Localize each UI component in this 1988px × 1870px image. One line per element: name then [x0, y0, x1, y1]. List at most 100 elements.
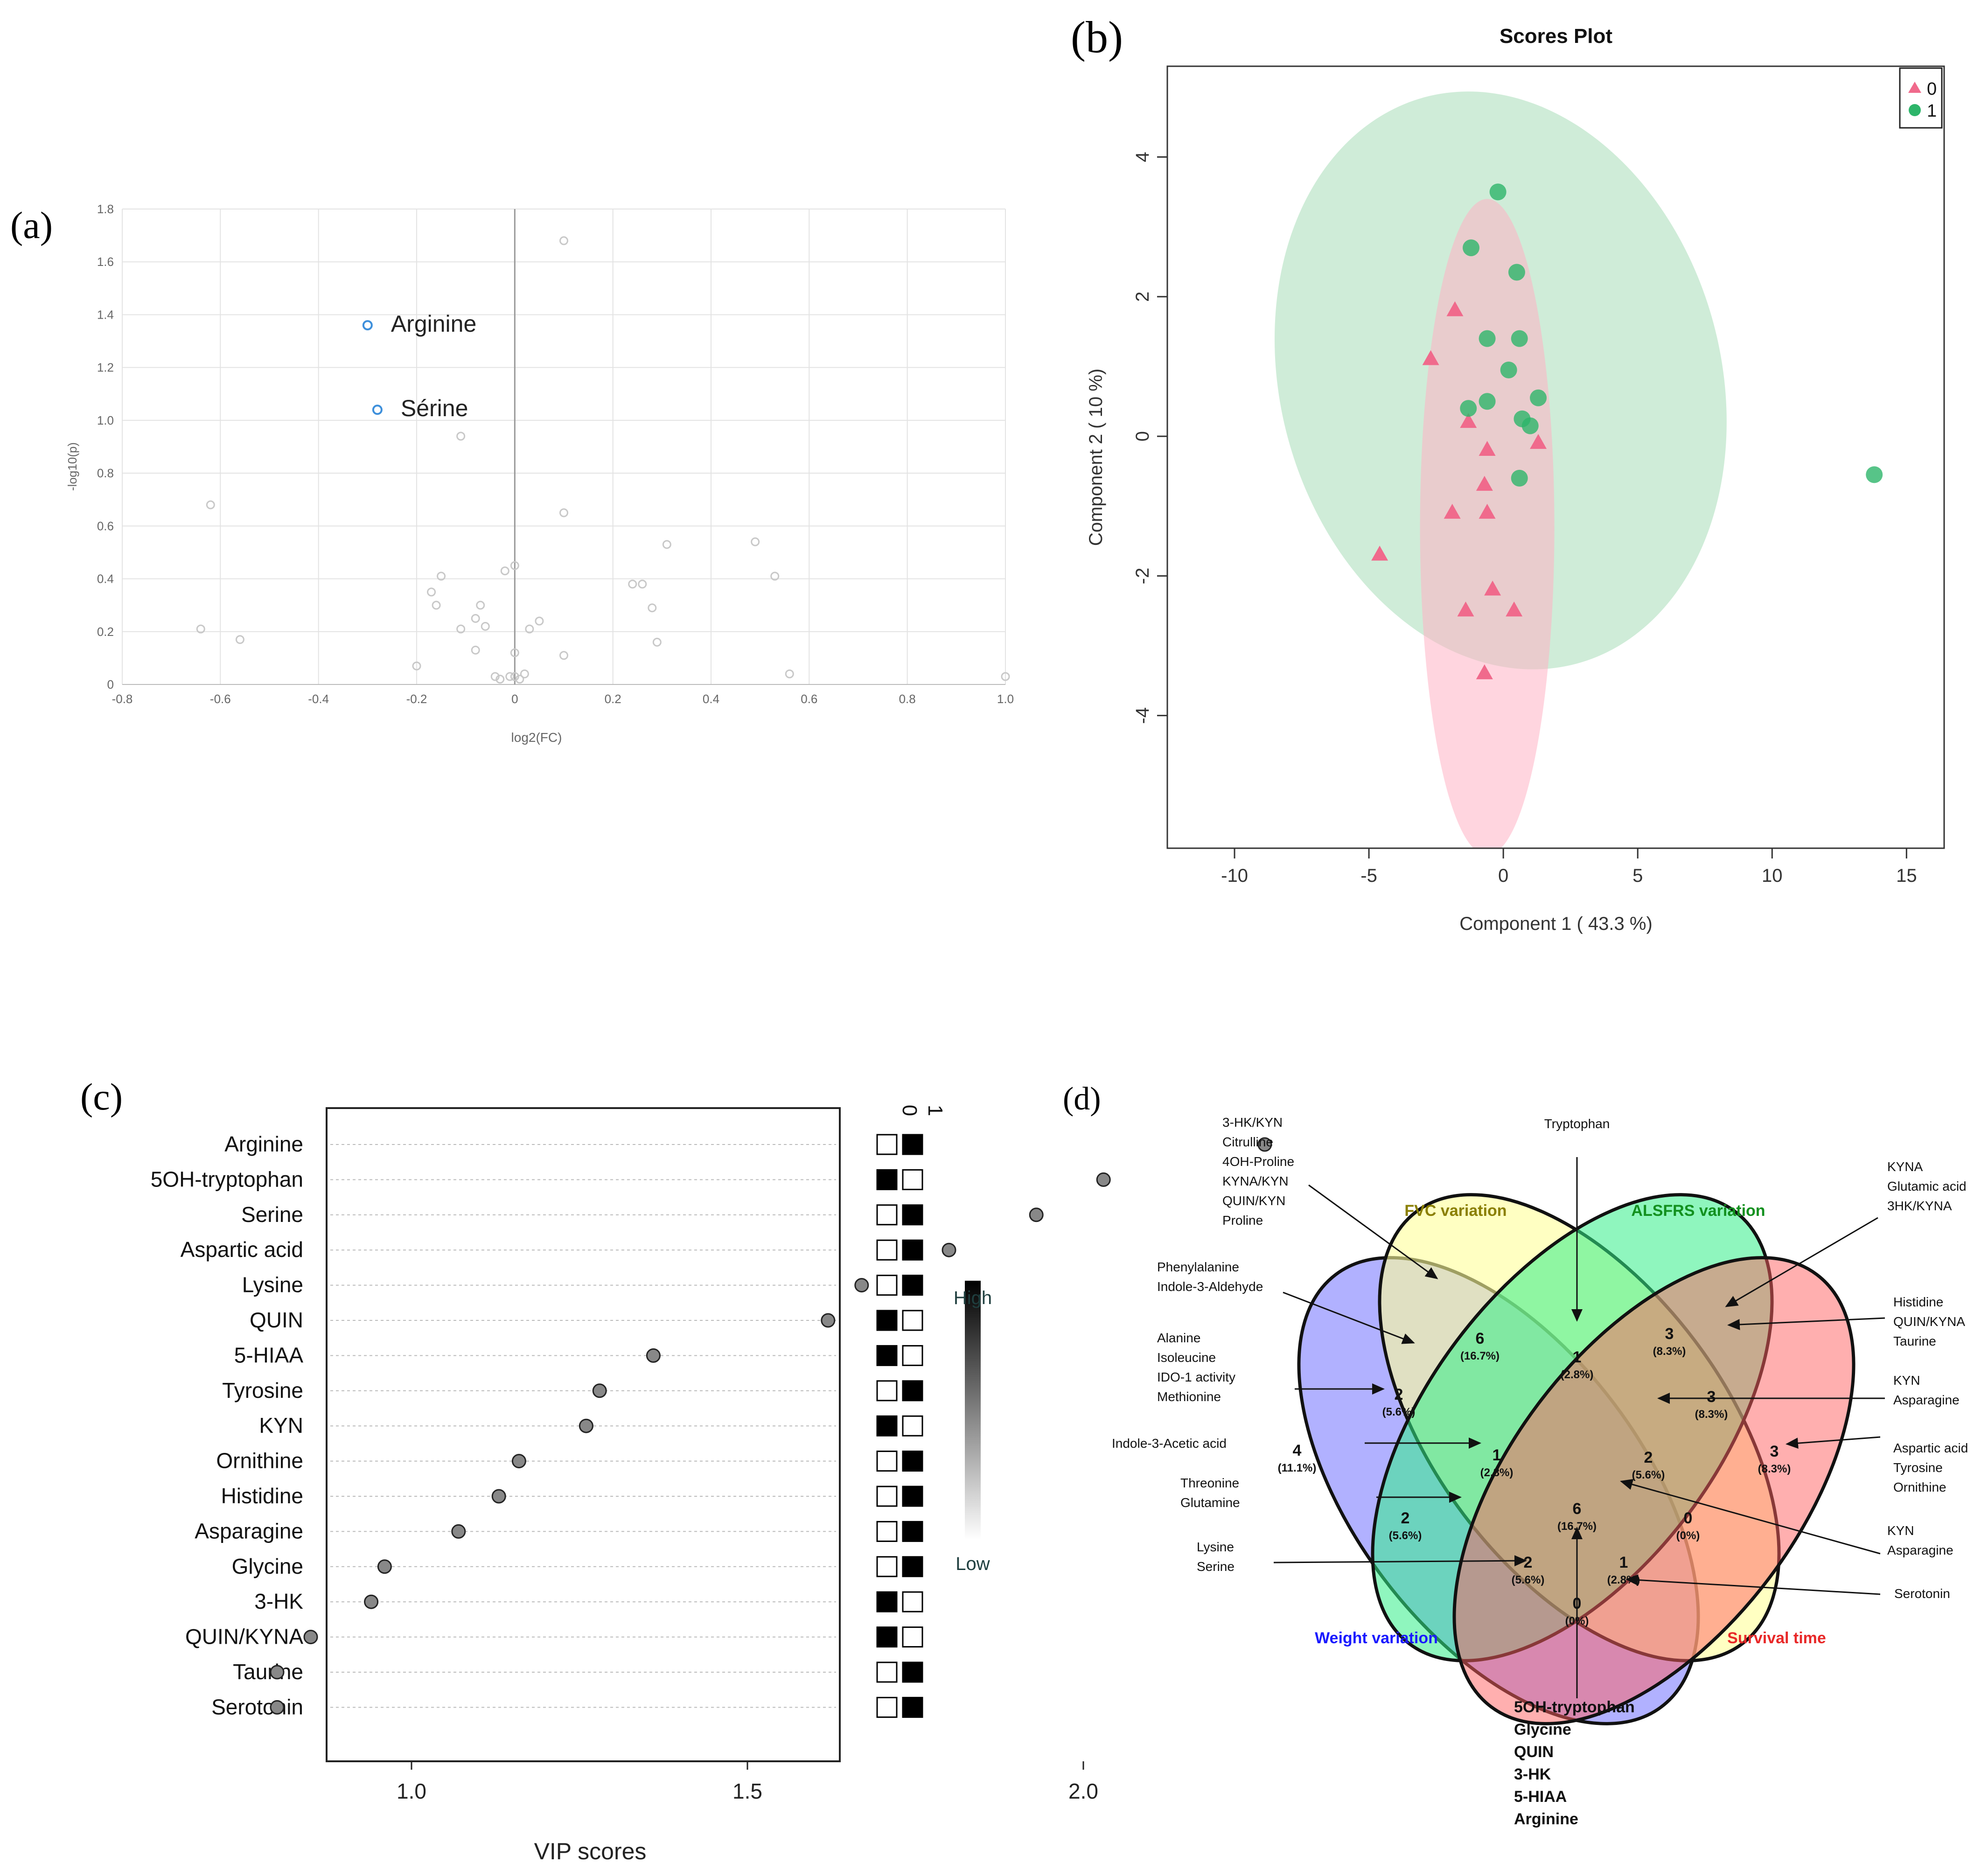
vip-score-point [377, 1559, 392, 1574]
vip-x-tick-label: 2.0 [1068, 1779, 1098, 1803]
vip-score-point [942, 1242, 956, 1257]
heatmap-cell-group-0 [876, 1451, 898, 1472]
scores-point-group-1 [1508, 264, 1525, 281]
scores-ellipses [1274, 91, 1727, 848]
vip-feature-label: Glycine [232, 1554, 303, 1578]
vip-score-point [270, 1665, 285, 1680]
venn-annotation-text: Glutamine [1180, 1495, 1240, 1510]
volcano-point [432, 600, 441, 610]
heatmap-cell-group-1 [902, 1345, 923, 1366]
venn-annotation-text: Arginine [1514, 1810, 1578, 1828]
vip-score-point [1257, 1137, 1272, 1152]
volcano-point [510, 648, 519, 657]
venn-region-count: 1 [1573, 1348, 1582, 1366]
heatmap-cell-group-0 [876, 1556, 898, 1577]
volcano-point [476, 600, 485, 610]
venn-annotation-text: KYNA/KYN [1222, 1174, 1289, 1188]
volcano-highlight-label: Sérine [401, 395, 468, 421]
venn-ellipses [1297, 1193, 1855, 1725]
vip-feature-label: Ornithine [216, 1449, 303, 1473]
volcano-point [785, 669, 794, 678]
venn-region-count: 6 [1573, 1500, 1582, 1518]
heatmap-cell-group-1 [902, 1204, 923, 1226]
venn-annotation-text: Serotonin [1894, 1586, 1950, 1601]
scores-point-group-0 [1457, 601, 1474, 617]
volcano-x-tick-label: -0.6 [210, 692, 231, 706]
heatmap-cell-group-1 [902, 1696, 923, 1718]
venn-region-count: 1 [1493, 1446, 1501, 1464]
volcano-point [648, 603, 657, 613]
heatmap-cell-group-1 [902, 1239, 923, 1261]
volcano-point [505, 672, 515, 681]
panel-label-b: (b) [1071, 12, 1123, 62]
volcano-point [751, 537, 760, 546]
heatmap-cell-group-0 [876, 1134, 898, 1155]
venn-annotation-text: 3-HK [1514, 1765, 1551, 1783]
volcano-point [495, 675, 505, 684]
volcano-axes: -0.8 -0.6 -0.4 -0.2 0 0.2 0.4 0.6 0.8 1.0 0 0.2 0.4 0… [97, 202, 1014, 706]
scores-x-tick-label: -5 [1360, 865, 1377, 886]
heatmap-cell-group-0 [876, 1310, 898, 1331]
venn-region-percent: (8.3%) [1695, 1408, 1728, 1421]
volcano-x-tick-label: 0.2 [605, 692, 621, 706]
venn-annotation-text: 3HK/KYNA [1887, 1199, 1952, 1213]
venn-region-percent: (0%) [1676, 1529, 1700, 1542]
volcano-point [437, 572, 446, 581]
venn-annotation-text: Isoleucine [1157, 1350, 1216, 1365]
vip-feature-label: 3-HK [254, 1589, 303, 1613]
heatmap-cell-group-0 [876, 1380, 898, 1402]
vip-axes: 1.0 1.5 2.0 [397, 1761, 1098, 1803]
legend-group-0-label: 0 [1927, 79, 1937, 99]
venn-annotation-text: Citrulline [1222, 1135, 1273, 1149]
volcano-point [559, 651, 568, 660]
vip-score-point [592, 1383, 607, 1398]
scores-point-group-1 [1463, 239, 1480, 257]
vip-x-tick-label: 1.0 [397, 1779, 426, 1803]
venn-annotation-text: Threonine [1180, 1476, 1239, 1490]
vip-feature-label: KYN [259, 1413, 303, 1437]
venn-region-count: 4 [1293, 1442, 1302, 1459]
venn-annotation-text: QUIN [1514, 1743, 1554, 1761]
venn-annotation-text: KYN [1887, 1523, 1914, 1538]
scores-point-group-1 [1479, 330, 1496, 347]
venn-annotation-text: KYNA [1887, 1159, 1923, 1174]
venn-annotation-text: Asparagine [1893, 1393, 1960, 1407]
vip-feature-label: Arginine [224, 1132, 303, 1156]
colorbar-low-label: Low [956, 1554, 990, 1574]
venn-region-count: 6 [1476, 1330, 1485, 1347]
volcano-point [559, 236, 568, 245]
volcano-point [490, 672, 500, 681]
scores-point-group-0 [1476, 664, 1493, 679]
volcano-x-tick-label: -0.8 [112, 692, 133, 706]
volcano-y-tick-label: 0.4 [97, 572, 114, 586]
vip-score-point [1029, 1207, 1044, 1222]
heatmap-cell-group-0 [876, 1486, 898, 1507]
scores-y-tick-label: 4 [1132, 152, 1153, 162]
scores-y-axis-label: Component 2 ( 10 %) [1086, 369, 1106, 546]
venn-region-count: 2 [1524, 1554, 1533, 1571]
venn-arrow [1308, 1184, 1438, 1279]
scores-points [1371, 183, 1883, 679]
heatmap-cell-group-0 [876, 1239, 898, 1261]
venn-annotation-text: Serine [1197, 1559, 1235, 1574]
volcano-y-tick-label: 0.6 [97, 519, 114, 533]
venn-annotation-text: Glycine [1514, 1721, 1571, 1738]
volcano-point [662, 540, 671, 549]
vip-rows: Arginine 5OH-tryptophan Serine Aspartic aci… [151, 1132, 1272, 1719]
volcano-x-axis-label: log2(FC) [511, 730, 562, 745]
volcano-point [206, 500, 215, 509]
volcano-x-tick-label: -0.4 [308, 692, 329, 706]
volcano-point [520, 669, 529, 678]
volcano-highlight-point [372, 405, 383, 415]
volcano-point [770, 572, 780, 581]
legend-group-1-label: 1 [1927, 101, 1937, 121]
volcano-x-tick-label: 0 [511, 692, 518, 706]
volcano-x-tick-label: 1.0 [997, 692, 1014, 706]
scores-x-tick-label: 10 [1762, 865, 1783, 886]
venn-annotation-text: KYN [1893, 1373, 1920, 1388]
scores-legend: 0 1 [1899, 67, 1943, 129]
scores-y-tick-label: 0 [1132, 431, 1153, 441]
venn-annotation-text: Glutamic acid [1887, 1179, 1967, 1193]
venn-region-percent: (5.6%) [1632, 1469, 1665, 1481]
